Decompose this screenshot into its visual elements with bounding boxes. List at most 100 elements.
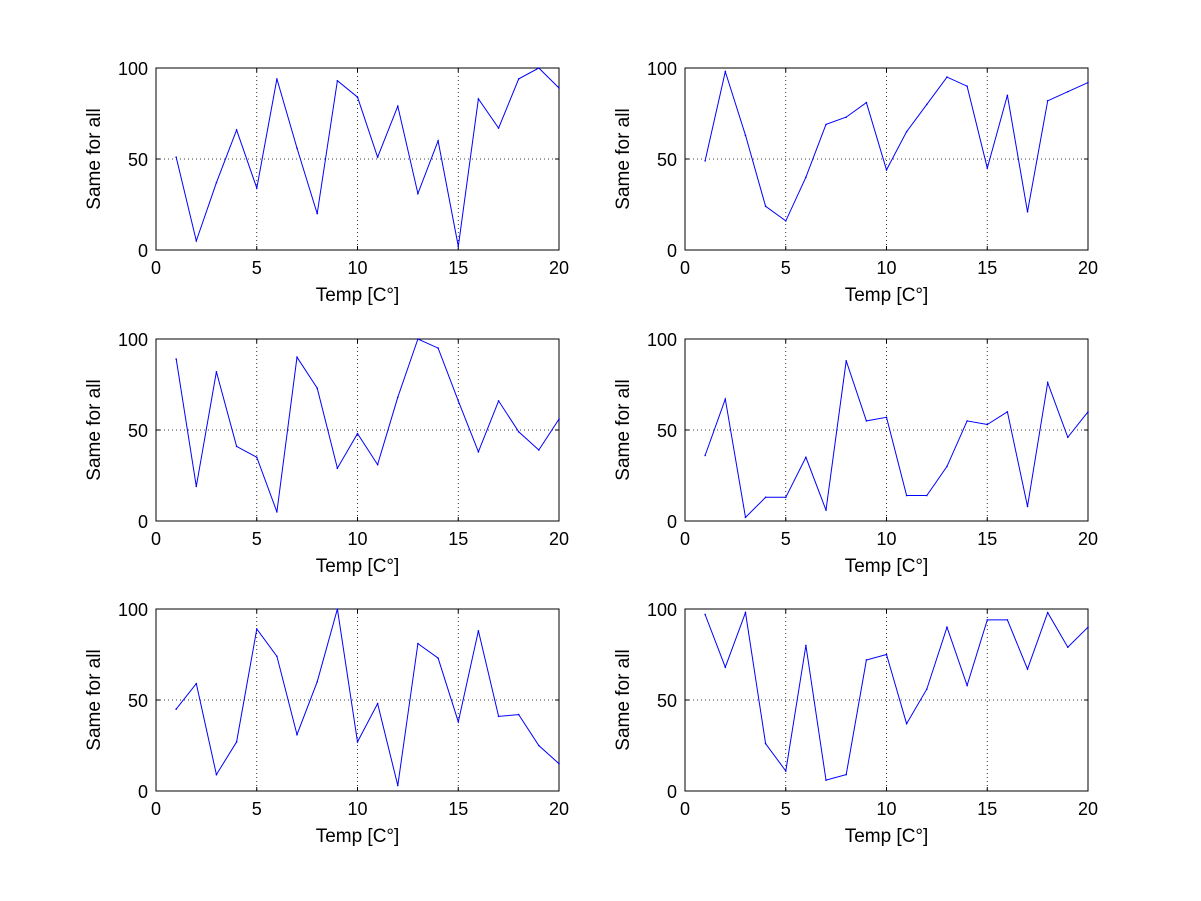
data-point [1006,619,1009,621]
plot-area [156,339,559,521]
y-axis-label: Same for all [84,379,105,480]
data-point [1087,411,1089,413]
x-tick-label: 15 [977,799,997,819]
y-tick-label: 50 [657,421,677,441]
data-point [905,494,908,497]
subplot-1: 0 5 10 15 20 0 50 100 Temp [C°] Same for all [84,59,569,306]
data-point [1067,646,1069,649]
data-point [825,509,827,511]
data-point [558,762,560,765]
data-point [986,167,989,169]
y-axis-label: Same for all [84,649,105,750]
x-tick-label: 10 [876,529,896,549]
data-point [966,420,968,422]
data-point [1067,436,1069,439]
y-tick-label: 100 [647,330,677,350]
x-axis-label: Temp [C°] [845,826,929,847]
data-point [457,721,460,723]
data-point [517,713,520,716]
subplot-3: 0 5 10 15 20 0 50 100 Temp [C°] Same for all [84,330,569,577]
y-tick-label: 100 [118,59,148,79]
subplot-6: 0 5 10 15 20 0 50 100 Temp [C°] Same for all [613,600,1098,847]
data-point [538,67,540,69]
data-point [437,140,439,142]
x-tick-label: 0 [151,529,161,549]
data-point [885,169,888,171]
data-point [865,101,868,104]
x-tick-label: 20 [1078,799,1098,819]
x-tick-label: 10 [347,799,367,819]
data-point [558,87,560,89]
x-tick-label: 5 [252,529,262,549]
data-point [885,416,888,419]
data-point [457,400,460,402]
data-point [417,642,419,645]
data-point [215,773,218,776]
data-point [276,78,278,80]
y-tick-label: 0 [138,512,148,532]
data-point [397,105,399,108]
data-point [195,240,198,242]
x-tick-label: 10 [876,258,896,278]
data-point [356,432,359,435]
data-point [946,76,948,78]
data-point [376,702,379,705]
data-point [538,744,540,747]
data-point [986,619,989,621]
data-point [235,741,238,743]
data-point [784,496,787,499]
data-point [825,779,827,781]
y-tick-label: 100 [647,59,677,79]
data-point [764,742,767,745]
y-tick-label: 50 [128,421,148,441]
x-tick-label: 0 [680,799,690,819]
x-tick-label: 5 [781,258,791,278]
x-axis-label: Temp [C°] [845,556,929,577]
data-point [336,608,339,610]
data-point [296,733,298,736]
data-point [764,205,767,208]
series-line [175,608,560,786]
data-point [724,70,727,73]
data-point [704,613,706,616]
data-point [744,611,747,614]
data-point [704,160,706,162]
x-tick-label: 20 [549,799,569,819]
data-point [437,657,439,659]
data-point [255,456,258,459]
data-point [805,456,807,459]
data-point [437,347,439,349]
plot-area [685,339,1088,521]
x-tick-label: 5 [252,258,262,278]
x-tick-label: 20 [1078,258,1098,278]
x-axis-label: Temp [C°] [316,826,400,847]
subplot-4: 0 5 10 15 20 0 50 100 Temp [C°] Same for all [613,330,1098,577]
subplot-2: 0 5 10 15 20 0 50 100 Temp [C°] Same for all [613,59,1098,306]
data-point [1026,668,1029,670]
data-point [744,516,747,519]
series-line [175,338,560,513]
series-line [704,360,1089,519]
data-point [517,431,520,433]
data-point [845,116,847,118]
series-line [175,67,560,247]
data-point [175,156,177,158]
y-tick-label: 0 [667,782,677,802]
data-point [558,418,560,420]
data-point [805,176,807,178]
x-tick-label: 5 [252,799,262,819]
y-tick-label: 50 [657,150,677,170]
data-point [255,628,258,630]
data-point [885,653,888,656]
data-point [235,129,238,131]
x-tick-label: 10 [347,529,367,549]
x-tick-label: 0 [151,258,161,278]
data-point [724,666,727,669]
y-tick-label: 100 [118,600,148,620]
y-tick-label: 50 [128,691,148,711]
data-point [845,360,847,362]
data-point [215,370,218,373]
data-point [276,655,278,658]
data-point [397,396,399,399]
